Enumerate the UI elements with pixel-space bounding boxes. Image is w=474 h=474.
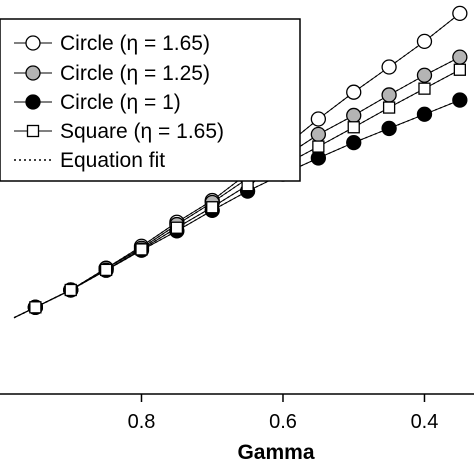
data-point <box>381 59 397 75</box>
data-point <box>452 49 468 65</box>
data-point <box>310 150 327 166</box>
legend-marker <box>25 35 41 51</box>
legend-label: Circle (η = 1.25) <box>60 62 210 85</box>
data-point <box>347 121 360 134</box>
data-point <box>135 243 148 256</box>
data-point <box>346 84 362 100</box>
data-point <box>64 283 77 297</box>
data-point <box>346 107 362 124</box>
data-point <box>416 33 433 50</box>
legend-label: Equation fit <box>60 149 165 172</box>
legend: Circle (η = 1.65) Circle (η = 1.25) Circle… <box>0 18 301 182</box>
data-point <box>346 134 362 151</box>
data-point <box>99 263 113 277</box>
data-point <box>452 5 468 22</box>
legend-marker <box>25 65 41 81</box>
legend-label: Circle (η = 1) <box>60 91 181 114</box>
legend-box <box>0 18 301 182</box>
data-point <box>310 111 327 127</box>
data-point <box>382 101 396 114</box>
data-point <box>29 301 42 314</box>
legend-label: Circle (η = 1.65) <box>60 32 210 55</box>
data-point <box>418 82 431 95</box>
data-point <box>416 67 433 83</box>
legend-marker <box>26 124 40 138</box>
x-tick-label: 0.6 <box>269 411 297 433</box>
data-point <box>310 126 327 143</box>
data-point <box>312 140 325 153</box>
data-point <box>452 92 468 108</box>
x-ticks: 0.8 0.6 0.4 <box>128 394 439 433</box>
legend-label: Square (η = 1.65) <box>60 120 224 143</box>
data-point <box>206 201 219 214</box>
data-point <box>416 106 433 122</box>
x-axis-title: Gamma <box>237 441 314 464</box>
x-tick-label: 0.4 <box>411 411 439 433</box>
data-point <box>381 120 397 137</box>
data-point <box>453 63 467 76</box>
data-point <box>381 87 397 103</box>
legend-marker <box>25 94 41 110</box>
x-tick-label: 0.8 <box>128 411 156 433</box>
data-point <box>170 221 184 234</box>
